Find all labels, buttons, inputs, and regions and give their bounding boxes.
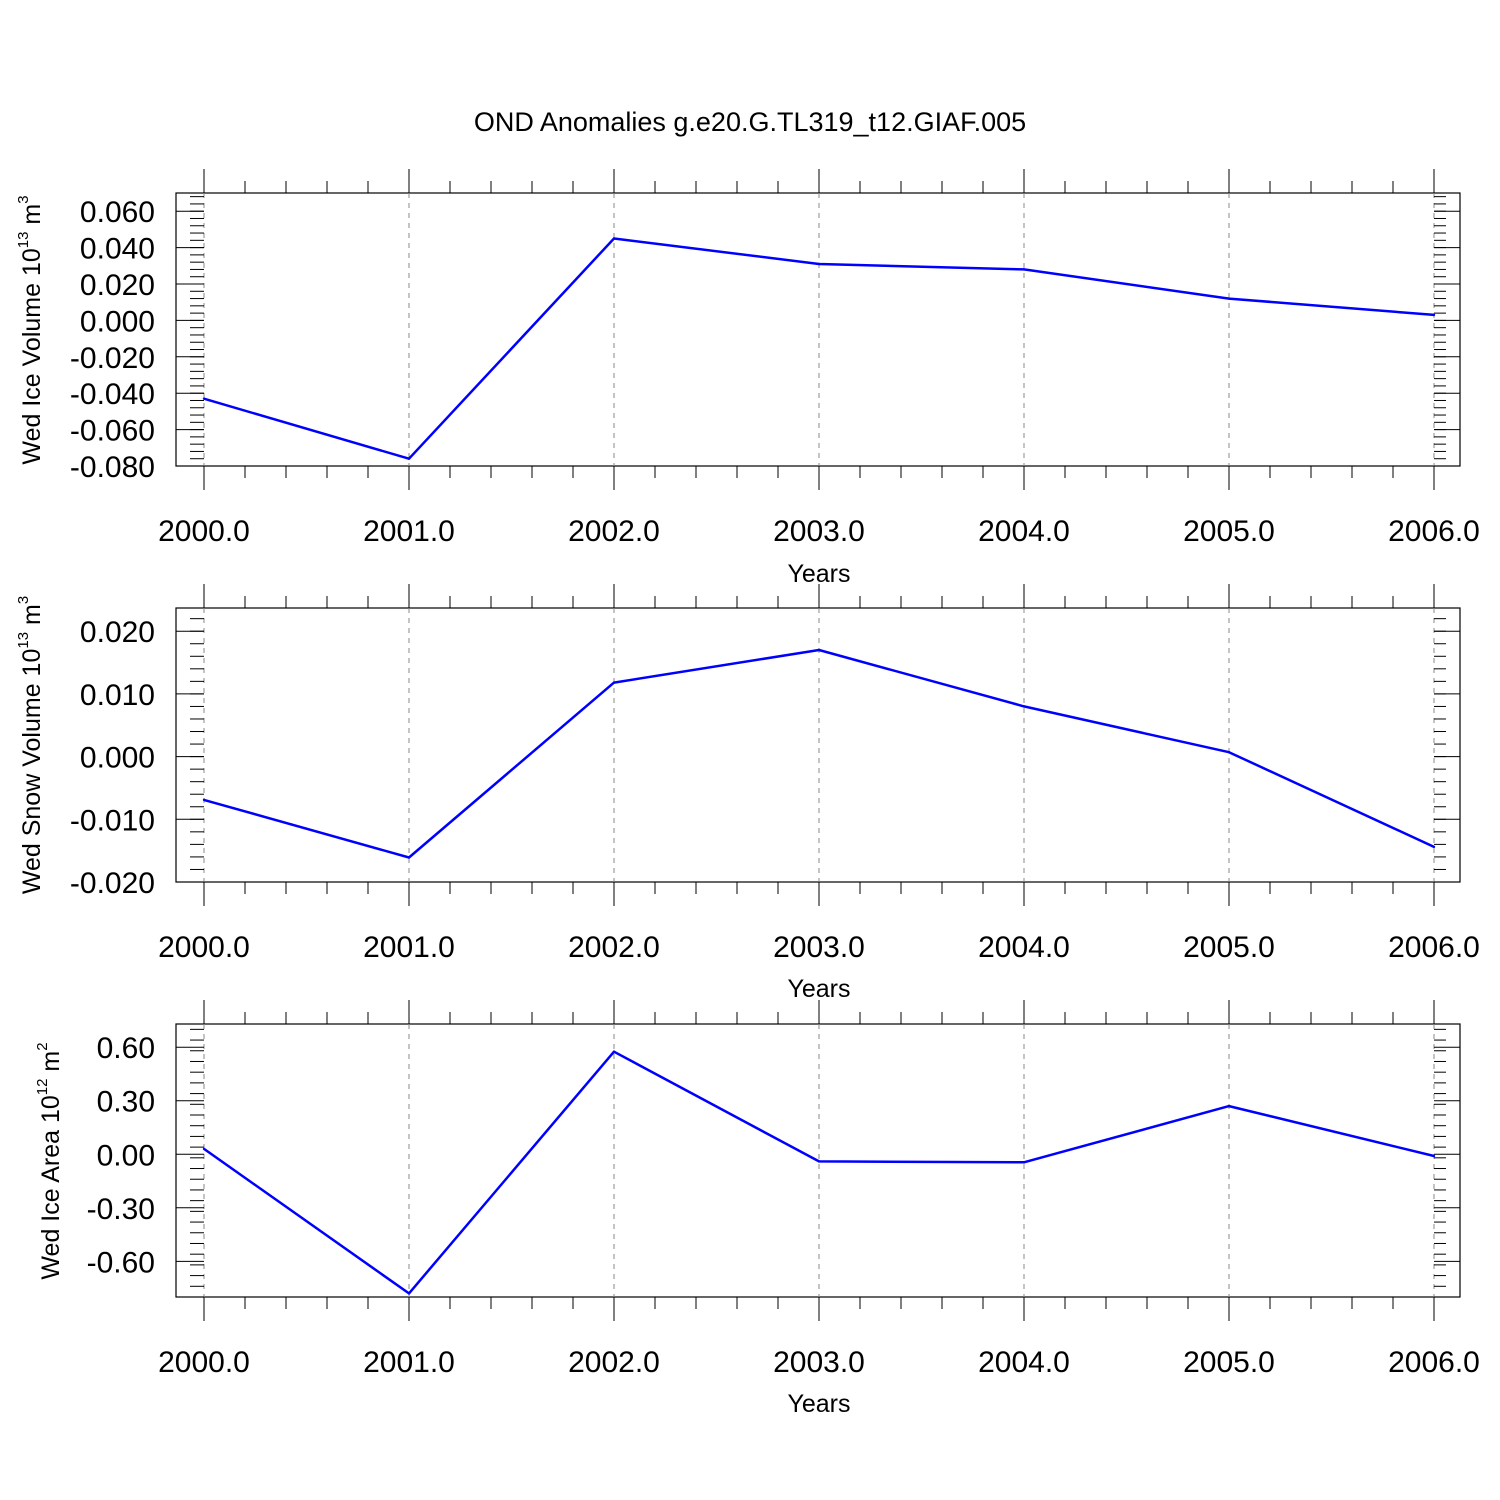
- x-tick-label: 2004.0: [978, 1346, 1070, 1379]
- panel-ice-area: Years Wed Ice Area 1012 m2 2000.0 2001.0 2…: [34, 1000, 1480, 1418]
- y-axis-title-exponent: 12: [34, 1079, 51, 1096]
- x-tick-label: 2003.0: [773, 515, 865, 548]
- y-tick-label: 0.060: [80, 196, 155, 229]
- y-tick-label: 0.30: [97, 1086, 155, 1119]
- y-tick-label: 0.020: [80, 269, 155, 302]
- x-tick-label: 2002.0: [568, 931, 660, 964]
- y-axis-title-unit: m: [18, 204, 46, 232]
- plot-frame: [175, 192, 1461, 467]
- x-tick-label: 2003.0: [773, 1346, 865, 1379]
- x-axis-title: Years: [787, 975, 850, 1003]
- x-tick-label: 2000.0: [158, 515, 250, 548]
- y-tick-label: 0.000: [80, 742, 155, 775]
- y-axis-title: Wed Snow Volume 1013 m3: [15, 596, 46, 894]
- x-tick-label: 2001.0: [363, 1346, 455, 1379]
- data-point: [1227, 751, 1231, 754]
- data-point: [612, 681, 616, 684]
- y-axis-title-unit: m: [18, 604, 46, 632]
- y-axis-title-exponent: 13: [15, 632, 32, 649]
- x-tick-label: 2006.0: [1388, 931, 1480, 964]
- data-point: [407, 457, 411, 460]
- data-point: [202, 397, 206, 400]
- data-point: [612, 237, 616, 240]
- y-tick-label: 0.000: [80, 305, 155, 338]
- x-tick-label: 2003.0: [773, 931, 865, 964]
- x-tick-label: 2000.0: [158, 1346, 250, 1379]
- y-axis-title: Wed Ice Volume 1013 m3: [15, 195, 46, 464]
- x-tick-label: 2006.0: [1388, 515, 1480, 548]
- x-tick-label: 2004.0: [978, 931, 1070, 964]
- panel-ice-volume: Years Wed Ice Volume 1013 m3 2000.0 2001.…: [15, 169, 1480, 588]
- panel-snow-volume: Years Wed Snow Volume 1013 m3 2000.0 2001…: [15, 584, 1480, 1003]
- y-axis-title-unit-exponent: 3: [15, 195, 32, 203]
- y-axis-title: Wed Ice Area 1012 m2: [34, 1042, 65, 1279]
- data-point: [817, 648, 821, 652]
- x-tick-label: 2004.0: [978, 515, 1070, 548]
- y-tick-label: -0.010: [70, 804, 155, 837]
- data-point: [202, 1147, 206, 1151]
- plot-frame: [175, 607, 1461, 883]
- data-point: [1022, 268, 1026, 271]
- data-point: [1227, 297, 1231, 300]
- x-tick-label: 2001.0: [363, 931, 455, 964]
- x-axis-title: Years: [787, 1390, 850, 1418]
- y-axis-title-main: Wed Ice Area 10: [37, 1095, 65, 1279]
- data-point: [612, 1050, 616, 1053]
- y-tick-label: -0.060: [70, 415, 155, 448]
- y-axis-title-unit-exponent: 2: [34, 1042, 51, 1050]
- data-point: [1432, 1154, 1436, 1158]
- data-point: [1432, 313, 1436, 317]
- data-point: [202, 798, 206, 802]
- data-point: [1022, 705, 1026, 708]
- y-tick-label: 0.010: [80, 679, 155, 712]
- y-tick-label: 0.60: [97, 1032, 155, 1065]
- x-tick-label: 2005.0: [1183, 1346, 1275, 1379]
- data-point: [817, 1160, 821, 1163]
- x-tick-label: 2005.0: [1183, 931, 1275, 964]
- x-tick-label: 2006.0: [1388, 1346, 1480, 1379]
- data-point: [407, 856, 411, 859]
- x-tick-label: 2001.0: [363, 515, 455, 548]
- data-point: [1227, 1104, 1231, 1108]
- y-tick-label: -0.020: [70, 342, 155, 375]
- y-tick-label: 0.040: [80, 233, 155, 266]
- data-point: [817, 262, 821, 266]
- y-axis-title-unit-exponent: 3: [15, 596, 32, 604]
- x-tick-label: 2000.0: [158, 931, 250, 964]
- y-tick-label: -0.020: [70, 867, 155, 900]
- x-axis-title: Years: [787, 560, 850, 588]
- y-axis-title-unit: m: [37, 1051, 65, 1079]
- y-tick-label: -0.30: [87, 1193, 155, 1226]
- y-tick-label: -0.60: [87, 1246, 155, 1279]
- y-axis-title-main: Wed Ice Volume 10: [18, 248, 46, 464]
- y-tick-label: -0.040: [70, 378, 155, 411]
- data-point: [1432, 845, 1436, 849]
- figure-title: OND Anomalies g.e20.G.TL319_t12.GIAF.005: [474, 107, 1026, 137]
- plot-frame: [175, 1023, 1461, 1298]
- x-tick-label: 2002.0: [568, 515, 660, 548]
- data-point: [1022, 1161, 1026, 1164]
- y-tick-label: 0.020: [80, 616, 155, 649]
- y-axis-title-exponent: 13: [15, 232, 32, 249]
- x-tick-label: 2002.0: [568, 1346, 660, 1379]
- data-point: [407, 1292, 411, 1295]
- y-axis-title-main: Wed Snow Volume 10: [18, 649, 46, 895]
- x-tick-label: 2005.0: [1183, 515, 1275, 548]
- y-tick-label: 0.00: [97, 1139, 155, 1172]
- y-tick-label: -0.080: [70, 451, 155, 484]
